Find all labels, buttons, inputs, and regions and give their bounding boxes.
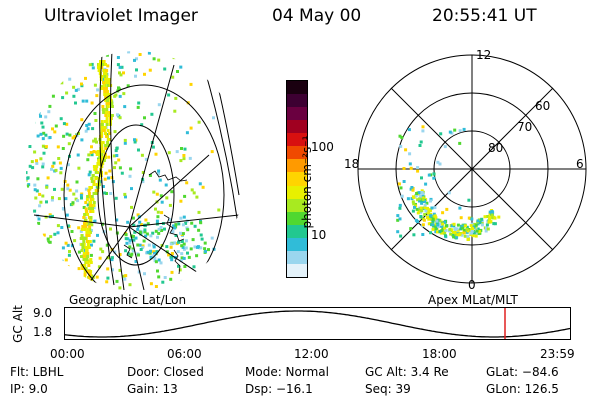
colorbar-tick-100: 100 [311, 140, 334, 154]
alt-y-label: GC Alt [11, 305, 25, 343]
polar-lat-label-70: 70 [517, 120, 532, 134]
door-info: Door: Closed [127, 365, 204, 379]
time-label: 20:55:41 UT [432, 6, 537, 26]
polar-lat-label-80: 80 [488, 141, 503, 155]
ip-info: IP: 9.0 [10, 382, 48, 396]
colorbar-tick-10: 10 [311, 228, 327, 242]
colorbar [286, 80, 308, 278]
polar-hour-label-0: 0 [468, 278, 476, 292]
geographic-image [26, 51, 246, 290]
alt-x-tick-1: 06:00 [167, 347, 202, 361]
alt-x-tick-0: 00:00 [50, 347, 85, 361]
date-label: 04 May 00 [272, 6, 362, 26]
colorbar-unit-label: photon cm⁻²s⁻¹ [300, 135, 314, 229]
polar-emission [396, 125, 501, 241]
glon-info: GLon: 126.5 [486, 382, 559, 396]
polar-hour-label-18: 18 [344, 157, 359, 171]
polar-plot: 12 18 6 0 60 70 80 [344, 48, 587, 292]
alt-x-tick-3: 18:00 [422, 347, 457, 361]
alt-x-tick-4: 23:59 [540, 347, 575, 361]
alt-y-tick-high: 9.0 [33, 306, 53, 320]
glat-info: GLat: −84.6 [486, 365, 559, 379]
filter-info: Flt: LBHL [10, 365, 64, 379]
altitude-plot [64, 307, 571, 340]
polar-hour-label-6: 6 [576, 157, 584, 171]
gain-info: Gain: 13 [127, 382, 178, 396]
apex-label: Apex MLat/MLT [428, 293, 518, 307]
seq-info: Seq: 39 [365, 382, 411, 396]
geographic-label: Geographic Lat/Lon [69, 293, 187, 307]
altitude-curve [64, 310, 571, 338]
gc-alt-info: GC Alt: 3.4 Re [365, 365, 449, 379]
alt-y-tick-low: 1.8 [33, 325, 53, 339]
coastline [123, 170, 188, 275]
mode-info: Mode: Normal [245, 365, 329, 379]
polar-hour-label-12: 12 [476, 48, 491, 62]
instrument-title: Ultraviolet Imager [44, 6, 198, 26]
dsp-info: Dsp: −16.1 [245, 382, 313, 396]
alt-x-tick-2: 12:00 [294, 347, 329, 361]
polar-lat-label-60: 60 [535, 99, 550, 113]
